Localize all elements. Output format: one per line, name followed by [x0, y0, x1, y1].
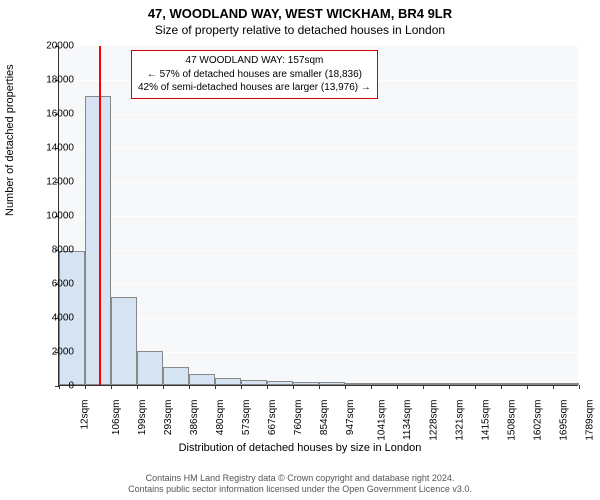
footer-line-2: Contains public sector information licen…: [0, 484, 600, 496]
y-tick-label: 10000: [34, 211, 74, 222]
x-tick-label: 1415sqm: [481, 400, 492, 441]
x-tick-mark: [553, 385, 554, 389]
annotation-line-3: 42% of semi-detached houses are larger (…: [138, 81, 371, 95]
x-tick-mark: [319, 385, 320, 389]
x-tick-label: 106sqm: [111, 400, 122, 436]
x-axis-label: Distribution of detached houses by size …: [0, 442, 600, 454]
x-tick-mark: [527, 385, 528, 389]
x-tick-label: 947sqm: [345, 400, 356, 436]
y-axis-label: Number of detached properties: [4, 64, 16, 216]
annotation-box: 47 WOODLAND WAY: 157sqm← 57% of detached…: [131, 50, 378, 99]
histogram-bar: [423, 383, 449, 385]
x-tick-label: 293sqm: [163, 400, 174, 436]
histogram-bar: [85, 96, 111, 385]
histogram-bar: [501, 383, 527, 385]
x-tick-mark: [137, 385, 138, 389]
chart-title-main: 47, WOODLAND WAY, WEST WICKHAM, BR4 9LR: [0, 0, 600, 21]
histogram-bar: [371, 383, 397, 385]
x-tick-label: 1228sqm: [429, 400, 440, 441]
annotation-line-1: 47 WOODLAND WAY: 157sqm: [138, 54, 371, 68]
x-tick-label: 1321sqm: [455, 400, 466, 441]
x-tick-label: 1695sqm: [559, 400, 570, 441]
x-tick-mark: [423, 385, 424, 389]
gridline: [59, 284, 578, 285]
histogram-bar: [267, 381, 293, 385]
x-tick-mark: [111, 385, 112, 389]
histogram-bar: [111, 297, 137, 385]
x-tick-mark: [215, 385, 216, 389]
histogram-bar: [137, 351, 163, 385]
x-tick-mark: [163, 385, 164, 389]
x-tick-label: 12sqm: [80, 400, 91, 430]
chart-title-sub: Size of property relative to detached ho…: [0, 21, 600, 41]
histogram-bar: [527, 383, 553, 385]
y-tick-label: 14000: [34, 143, 74, 154]
x-tick-mark: [449, 385, 450, 389]
x-tick-label: 480sqm: [215, 400, 226, 436]
y-tick-label: 20000: [34, 41, 74, 52]
y-tick-label: 12000: [34, 177, 74, 188]
x-tick-mark: [267, 385, 268, 389]
histogram-bar: [475, 383, 501, 385]
annotation-line-2: ← 57% of detached houses are smaller (18…: [138, 68, 371, 82]
gridline: [59, 250, 578, 251]
y-tick-label: 16000: [34, 109, 74, 120]
x-tick-label: 1041sqm: [377, 400, 388, 441]
x-tick-label: 854sqm: [319, 400, 330, 436]
gridline: [59, 114, 578, 115]
property-marker-line: [99, 46, 101, 385]
histogram-bar: [189, 374, 215, 385]
x-tick-mark: [85, 385, 86, 389]
x-tick-mark: [293, 385, 294, 389]
histogram-bar: [293, 382, 319, 385]
y-tick-label: 8000: [34, 245, 74, 256]
x-tick-label: 386sqm: [189, 400, 200, 436]
x-tick-mark: [345, 385, 346, 389]
x-tick-label: 199sqm: [137, 400, 148, 436]
histogram-bar: [319, 382, 345, 385]
x-tick-label: 573sqm: [241, 400, 252, 436]
footer-line-1: Contains HM Land Registry data © Crown c…: [0, 473, 600, 485]
y-tick-label: 4000: [34, 313, 74, 324]
chart-container: 47 WOODLAND WAY: 157sqm← 57% of detached…: [58, 46, 578, 386]
x-tick-mark: [579, 385, 580, 389]
y-tick-label: 0: [34, 381, 74, 392]
footer: Contains HM Land Registry data © Crown c…: [0, 473, 600, 496]
y-tick-label: 6000: [34, 279, 74, 290]
x-tick-mark: [397, 385, 398, 389]
y-tick-label: 18000: [34, 75, 74, 86]
x-tick-label: 667sqm: [267, 400, 278, 436]
gridline: [59, 148, 578, 149]
histogram-bar: [449, 383, 475, 385]
histogram-bar: [215, 378, 241, 385]
histogram-bar: [553, 383, 579, 385]
x-tick-mark: [189, 385, 190, 389]
x-tick-mark: [371, 385, 372, 389]
histogram-bar: [163, 367, 189, 385]
histogram-bar: [397, 383, 423, 385]
x-tick-label: 760sqm: [293, 400, 304, 436]
x-tick-mark: [475, 385, 476, 389]
histogram-bar: [241, 380, 267, 385]
x-tick-label: 1134sqm: [402, 400, 413, 440]
y-tick-label: 2000: [34, 347, 74, 358]
x-tick-mark: [241, 385, 242, 389]
x-tick-mark: [501, 385, 502, 389]
gridline: [59, 182, 578, 183]
x-tick-label: 1789sqm: [585, 400, 596, 441]
plot-area: 47 WOODLAND WAY: 157sqm← 57% of detached…: [58, 46, 578, 386]
gridline: [59, 216, 578, 217]
x-tick-label: 1602sqm: [533, 400, 544, 441]
histogram-bar: [345, 383, 371, 385]
x-tick-label: 1508sqm: [507, 400, 518, 441]
